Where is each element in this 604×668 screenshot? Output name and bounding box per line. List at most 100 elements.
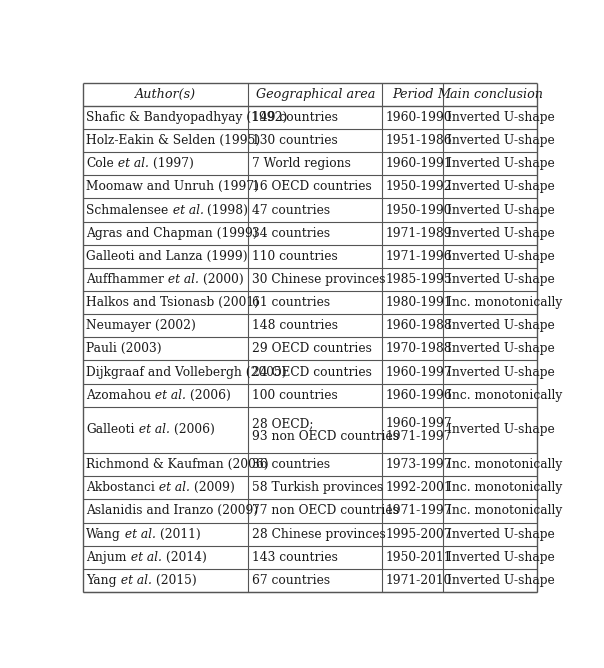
Text: 1973-1997: 1973-1997 xyxy=(386,458,452,471)
Text: et al.: et al. xyxy=(117,574,152,587)
Text: Yang: Yang xyxy=(86,574,117,587)
Text: (2015): (2015) xyxy=(152,574,196,587)
Text: Period: Period xyxy=(392,88,434,101)
Text: Azomahou: Azomahou xyxy=(86,389,152,401)
Text: 1960-1996: 1960-1996 xyxy=(386,389,452,401)
Text: (2006): (2006) xyxy=(186,389,231,401)
Text: Inverted U-shape: Inverted U-shape xyxy=(447,250,555,263)
Text: 1960-1991: 1960-1991 xyxy=(386,157,452,170)
Text: Aslanidis and Iranzo (2009): Aslanidis and Iranzo (2009) xyxy=(86,504,259,518)
Text: Wang: Wang xyxy=(86,528,121,540)
Text: 29 OECD countries: 29 OECD countries xyxy=(252,343,372,355)
Text: et al.: et al. xyxy=(164,273,199,286)
Text: et al.: et al. xyxy=(155,481,190,494)
Text: 1951-1986: 1951-1986 xyxy=(386,134,452,147)
Text: Inverted U-shape: Inverted U-shape xyxy=(447,180,555,194)
Text: 1960-1990: 1960-1990 xyxy=(386,111,452,124)
Text: et al.: et al. xyxy=(169,204,204,216)
Text: 34 countries: 34 countries xyxy=(252,226,330,240)
Text: (2009): (2009) xyxy=(190,481,235,494)
Text: Shafic & Bandyopadhyay (1992): Shafic & Bandyopadhyay (1992) xyxy=(86,111,288,124)
Text: 148 countries: 148 countries xyxy=(252,319,338,332)
Text: Inverted U-shape: Inverted U-shape xyxy=(447,204,555,216)
Text: et al.: et al. xyxy=(152,389,186,401)
Text: Akbostanci: Akbostanci xyxy=(86,481,155,494)
Text: 1970-1988: 1970-1988 xyxy=(386,343,452,355)
Text: et al.: et al. xyxy=(127,550,162,564)
Text: 16 OECD countries: 16 OECD countries xyxy=(252,180,371,194)
Text: (2011): (2011) xyxy=(156,528,201,540)
Text: 30 Chinese provinces: 30 Chinese provinces xyxy=(252,273,385,286)
Text: 1960-1997: 1960-1997 xyxy=(386,365,452,379)
Text: Galleoti and Lanza (1999): Galleoti and Lanza (1999) xyxy=(86,250,248,263)
Text: Pauli (2003): Pauli (2003) xyxy=(86,343,162,355)
Text: 143 countries: 143 countries xyxy=(252,550,338,564)
Text: Holz-Eakin & Selden (1995): Holz-Eakin & Selden (1995) xyxy=(86,134,260,147)
Text: Galleoti: Galleoti xyxy=(86,424,135,436)
Text: Inverted U-shape: Inverted U-shape xyxy=(447,343,555,355)
Text: 1960-1997: 1960-1997 xyxy=(386,417,452,430)
Text: (2014): (2014) xyxy=(162,550,207,564)
Text: Inverted U-shape: Inverted U-shape xyxy=(447,528,555,540)
Text: (1997): (1997) xyxy=(149,157,194,170)
Text: 1971-1997: 1971-1997 xyxy=(386,504,452,518)
Text: Inc. monotonically: Inc. monotonically xyxy=(447,296,562,309)
Text: 28 OECD;: 28 OECD; xyxy=(252,417,313,430)
Text: Anjum: Anjum xyxy=(86,550,127,564)
Text: Inverted U-shape: Inverted U-shape xyxy=(447,134,555,147)
Text: Inverted U-shape: Inverted U-shape xyxy=(447,319,555,332)
Text: 67 countries: 67 countries xyxy=(252,574,330,587)
Text: Schmalensee: Schmalensee xyxy=(86,204,169,216)
Text: Inc. monotonically: Inc. monotonically xyxy=(447,481,562,494)
Text: (2006): (2006) xyxy=(170,424,214,436)
Text: (2000): (2000) xyxy=(199,273,244,286)
Text: 61 countries: 61 countries xyxy=(252,296,330,309)
Text: Inverted U-shape: Inverted U-shape xyxy=(447,157,555,170)
Text: 1971-2010: 1971-2010 xyxy=(386,574,452,587)
Text: 93 non OECD countries: 93 non OECD countries xyxy=(252,430,399,443)
Text: 1950-1990: 1950-1990 xyxy=(386,204,452,216)
Text: et al.: et al. xyxy=(121,528,156,540)
Text: Inverted U-shape: Inverted U-shape xyxy=(447,365,555,379)
Text: 1980-1991: 1980-1991 xyxy=(386,296,452,309)
Text: 1950-2011: 1950-2011 xyxy=(386,550,452,564)
Text: Inverted U-shape: Inverted U-shape xyxy=(447,550,555,564)
Text: 110 countries: 110 countries xyxy=(252,250,338,263)
Text: Geographical area: Geographical area xyxy=(255,88,375,101)
Text: et al.: et al. xyxy=(114,157,149,170)
Text: Cole: Cole xyxy=(86,157,114,170)
Text: 100 countries: 100 countries xyxy=(252,389,338,401)
Text: 1992-2001: 1992-2001 xyxy=(386,481,452,494)
Text: Inverted U-shape: Inverted U-shape xyxy=(447,424,555,436)
Text: Auffhammer: Auffhammer xyxy=(86,273,164,286)
Text: 28 Chinese provinces: 28 Chinese provinces xyxy=(252,528,386,540)
Text: 7 World regions: 7 World regions xyxy=(252,157,351,170)
Text: 1971-1996: 1971-1996 xyxy=(386,250,452,263)
Text: Moomaw and Unruh (1997): Moomaw and Unruh (1997) xyxy=(86,180,259,194)
Text: 1971-1989: 1971-1989 xyxy=(386,226,452,240)
Text: 1995-2007: 1995-2007 xyxy=(386,528,452,540)
Text: 1960-1988: 1960-1988 xyxy=(386,319,452,332)
Text: Inverted U-shape: Inverted U-shape xyxy=(447,574,555,587)
Text: Inc. monotonically: Inc. monotonically xyxy=(447,389,562,401)
Text: Neumayer (2002): Neumayer (2002) xyxy=(86,319,196,332)
Text: Inverted U-shape: Inverted U-shape xyxy=(447,226,555,240)
Text: 130 countries: 130 countries xyxy=(252,134,338,147)
Text: 36 countries: 36 countries xyxy=(252,458,330,471)
Text: Inc. monotonically: Inc. monotonically xyxy=(447,504,562,518)
Text: 1950-1992: 1950-1992 xyxy=(386,180,452,194)
Text: 47 countries: 47 countries xyxy=(252,204,330,216)
Text: 77 non OECD countries: 77 non OECD countries xyxy=(252,504,399,518)
Text: 149 countries: 149 countries xyxy=(252,111,338,124)
Text: Halkos and Tsionasb (2001): Halkos and Tsionasb (2001) xyxy=(86,296,259,309)
Text: 58 Turkish provinces: 58 Turkish provinces xyxy=(252,481,384,494)
Text: Inverted U-shape: Inverted U-shape xyxy=(447,273,555,286)
Text: et al.: et al. xyxy=(135,424,170,436)
Text: 1985-1995: 1985-1995 xyxy=(386,273,452,286)
Text: 24 OECD countries: 24 OECD countries xyxy=(252,365,372,379)
Text: Inverted U-shape: Inverted U-shape xyxy=(447,111,555,124)
Text: Main conclusion: Main conclusion xyxy=(437,88,543,101)
Text: (1998): (1998) xyxy=(204,204,248,216)
Text: 1971-1997: 1971-1997 xyxy=(386,430,452,443)
Text: Agras and Chapman (1999): Agras and Chapman (1999) xyxy=(86,226,258,240)
